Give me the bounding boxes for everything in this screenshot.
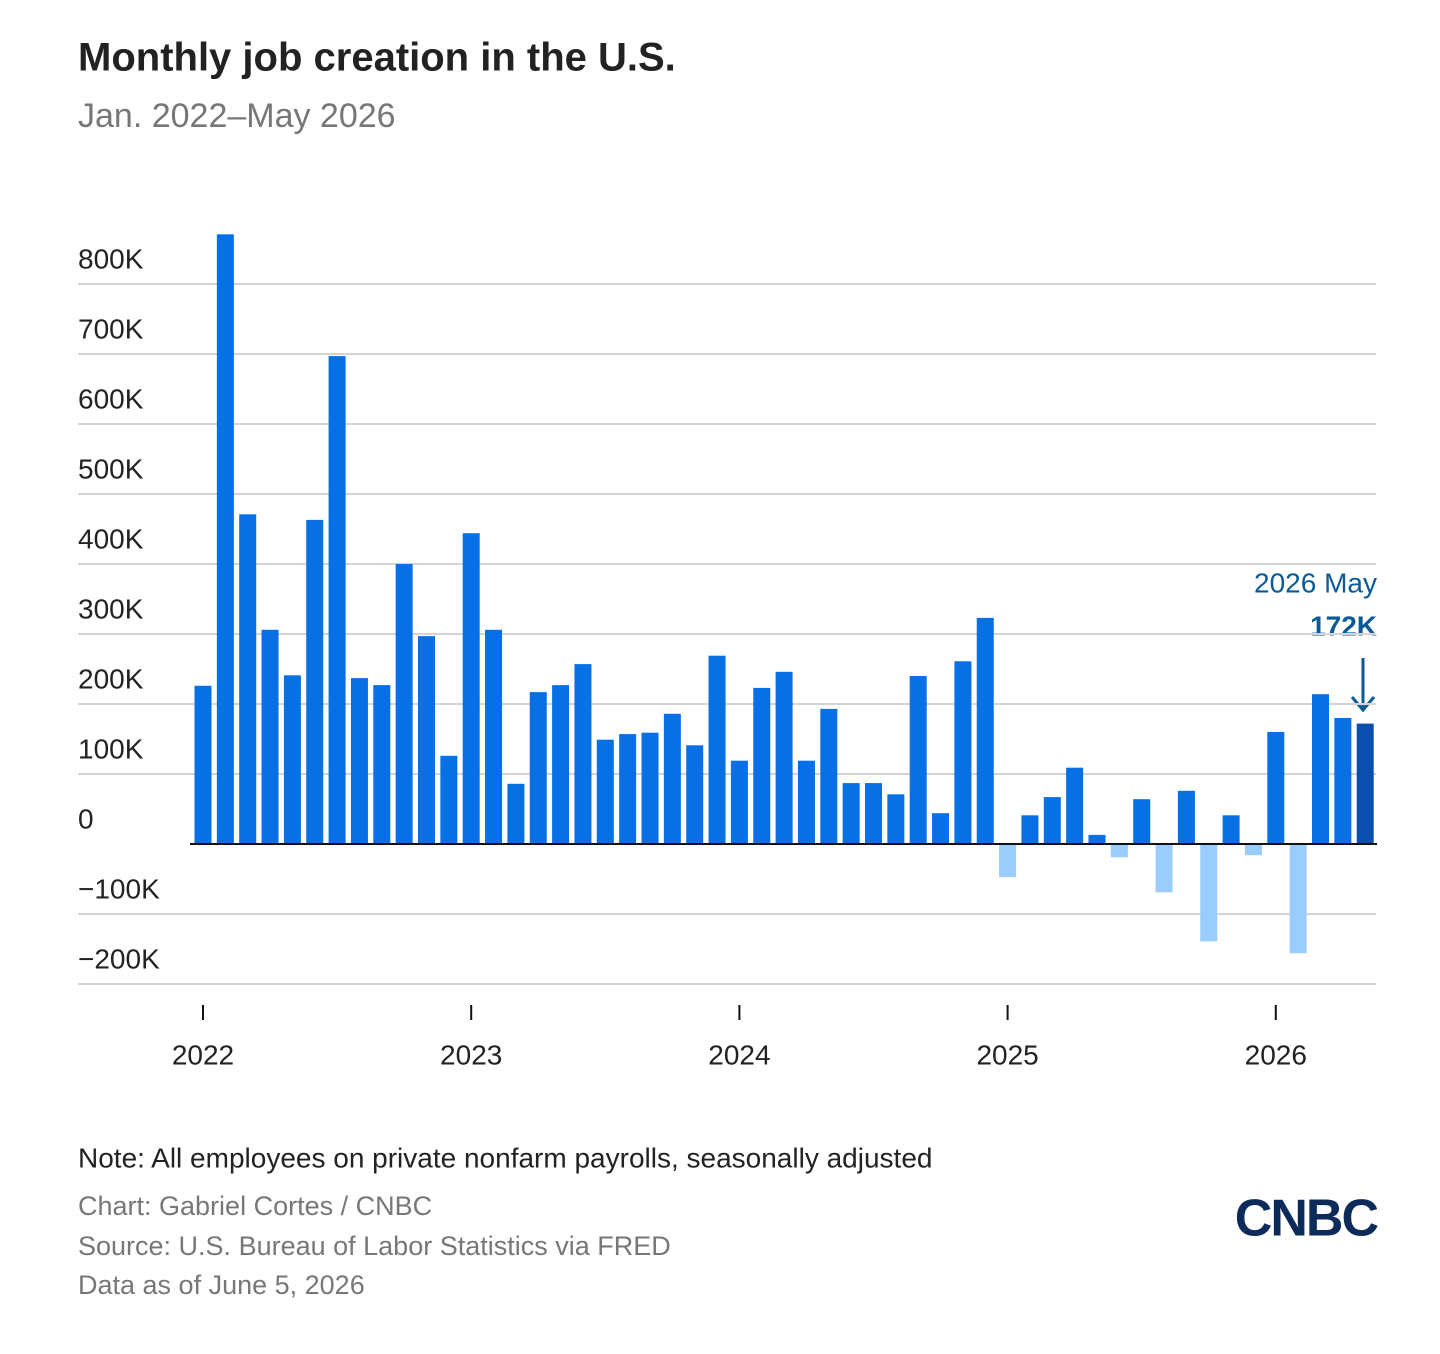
bar <box>999 844 1017 877</box>
bar <box>485 629 503 844</box>
bar <box>328 356 346 844</box>
logo: CNBC <box>1235 1190 1379 1248</box>
bar <box>909 676 927 844</box>
bar <box>574 664 592 844</box>
x-tick-label: 2024 <box>708 1039 770 1070</box>
bar <box>1155 844 1173 893</box>
bar <box>216 234 234 845</box>
bar <box>797 760 815 844</box>
date: Data as of June 5, 2026 <box>78 1270 365 1300</box>
bar <box>239 514 257 844</box>
annotation-value: 172K <box>1310 610 1377 641</box>
bar <box>1133 799 1151 844</box>
source: Source: U.S. Bureau of Labor Statistics … <box>78 1231 671 1261</box>
bar <box>1267 732 1285 844</box>
y-tick-label: 600K <box>78 383 144 414</box>
bar <box>1222 815 1240 844</box>
y-tick-label: 100K <box>78 733 144 764</box>
bar <box>663 713 681 844</box>
note: Note: All employees on private nonfarm p… <box>78 1142 932 1173</box>
bar <box>1289 844 1307 954</box>
bar <box>1200 844 1218 942</box>
credit: Chart: Gabriel Cortes / CNBC <box>78 1191 432 1221</box>
chart-title: Monthly job creation in the U.S. <box>78 36 676 80</box>
bar <box>1043 797 1061 844</box>
bar <box>1021 815 1039 844</box>
y-tick-label: 300K <box>78 593 144 624</box>
bar <box>1312 694 1329 844</box>
bar <box>887 794 905 844</box>
bar <box>306 519 324 844</box>
bar <box>194 685 212 844</box>
bar <box>1334 718 1352 844</box>
bar <box>350 678 368 844</box>
bar <box>1356 723 1374 844</box>
bar <box>529 692 547 844</box>
bar <box>283 675 301 844</box>
bar <box>1110 844 1128 858</box>
bar <box>462 533 480 844</box>
bar <box>552 685 570 844</box>
y-tick-label: 700K <box>78 313 144 344</box>
y-tick-label: 500K <box>78 453 144 484</box>
bar <box>820 708 838 844</box>
bar <box>507 783 525 844</box>
bar <box>954 661 972 844</box>
bar <box>708 655 726 844</box>
bar <box>976 617 994 844</box>
y-tick-label: 0 <box>78 803 94 834</box>
y-tick-label: −200K <box>78 943 160 974</box>
bar <box>440 755 458 844</box>
y-tick-label: 200K <box>78 663 144 694</box>
annotation-label: 2026 May <box>1254 567 1377 598</box>
bar <box>1088 834 1106 844</box>
bar <box>619 734 637 844</box>
y-tick-label: −100K <box>78 873 160 904</box>
bar <box>261 629 279 844</box>
bar <box>730 760 748 844</box>
bar <box>686 745 704 844</box>
bar <box>1177 790 1195 844</box>
y-tick-label: 400K <box>78 523 144 554</box>
bar <box>1244 844 1262 856</box>
chart-subtitle: Jan. 2022–May 2026 <box>78 97 396 135</box>
annotation-arrow <box>1350 658 1376 713</box>
bar <box>395 564 413 844</box>
x-tick-label: 2025 <box>976 1039 1038 1070</box>
bar <box>865 783 882 844</box>
x-tick-label: 2023 <box>440 1039 502 1070</box>
bar <box>596 739 614 844</box>
bar <box>418 636 435 844</box>
bar <box>842 783 860 844</box>
bar <box>932 813 950 844</box>
x-tick-label: 2022 <box>172 1039 234 1070</box>
bar <box>775 671 793 844</box>
bar <box>753 687 771 844</box>
y-tick-label: 800K <box>78 243 144 274</box>
x-tick-label: 2026 <box>1245 1039 1307 1070</box>
bar <box>373 685 391 844</box>
bar <box>641 732 659 844</box>
bar <box>1066 767 1084 844</box>
